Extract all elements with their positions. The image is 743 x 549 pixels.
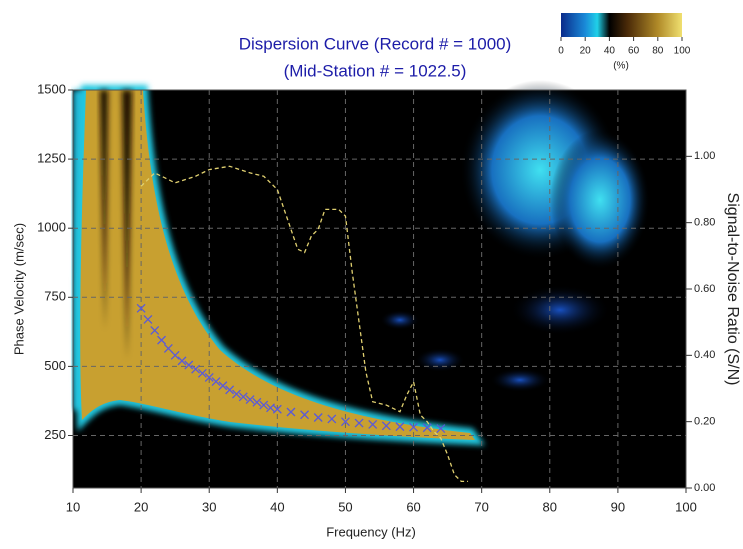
y2-tick-label: 1.00 <box>694 150 715 162</box>
colorbar-tick-label: 0 <box>558 46 564 57</box>
dispersion-point <box>252 397 262 407</box>
dispersion-point <box>286 407 296 417</box>
dispersion-point <box>197 368 207 378</box>
colorbar <box>561 13 682 37</box>
dispersion-point <box>300 410 310 420</box>
x-tick-label: 90 <box>611 499 625 514</box>
dispersion-point <box>436 424 446 434</box>
x-tick-label: 70 <box>474 499 488 514</box>
dispersion-point <box>238 392 248 402</box>
dispersion-point <box>150 325 160 335</box>
dispersion-point <box>409 422 419 432</box>
y2-axis-title: Signal-to-Noise Ratio (S/N) <box>724 193 741 386</box>
x-tick-label: 50 <box>338 499 352 514</box>
dispersion-point <box>136 303 146 313</box>
colorbar-tick-label: 20 <box>580 46 592 57</box>
y2-tick-label: 0.60 <box>694 283 715 295</box>
y-tick-label: 1500 <box>37 81 66 96</box>
dispersion-point <box>225 385 235 395</box>
dispersion-point <box>266 403 275 413</box>
dispersion-point <box>395 422 405 432</box>
dispersion-point <box>232 389 241 399</box>
dispersion-point <box>422 423 432 433</box>
y-tick-label: 500 <box>44 358 66 373</box>
dispersion-point <box>204 372 214 382</box>
x-tick-label: 60 <box>406 499 420 514</box>
dispersion-point <box>177 356 187 366</box>
dispersion-point <box>368 419 378 429</box>
dispersion-point <box>381 421 391 431</box>
colorbar-tick-label: 80 <box>652 46 664 57</box>
colorbar-label: (%) <box>613 61 629 72</box>
x-tick-label: 30 <box>202 499 216 514</box>
x-tick-label: 20 <box>134 499 148 514</box>
x-tick-label: 40 <box>270 499 284 514</box>
y-tick-label: 250 <box>44 427 66 442</box>
dispersion-point <box>340 417 350 427</box>
chart-title: Dispersion Curve (Record # = 1000) <box>239 34 512 53</box>
y2-tick-label: 0.40 <box>694 349 715 361</box>
dispersion-point <box>245 395 255 405</box>
x-tick-label: 10 <box>66 499 80 514</box>
dispersion-point <box>157 335 167 345</box>
dispersion-point <box>191 364 201 374</box>
dispersion-point <box>143 314 153 324</box>
dispersion-point <box>170 350 180 360</box>
x-tick-label: 80 <box>543 499 557 514</box>
heatmap <box>73 80 686 488</box>
y-tick-label: 750 <box>44 289 66 304</box>
dispersion-point <box>272 404 282 414</box>
chart-subtitle: (Mid-Station # = 1022.5) <box>284 61 467 80</box>
colorbar-tick-label: 60 <box>628 46 640 57</box>
dispersion-point <box>313 413 323 422</box>
dispersion-point <box>184 360 194 370</box>
dispersion-point <box>259 400 269 410</box>
dispersion-point <box>218 381 228 391</box>
colorbar-tick-label: 40 <box>604 46 616 57</box>
dispersion-point <box>327 414 337 424</box>
y2-tick-label: 0.80 <box>694 217 715 229</box>
x-tick-label: 100 <box>675 499 697 514</box>
colorbar-tick-label: 100 <box>674 46 691 57</box>
snr-line <box>140 165 469 483</box>
dispersion-point <box>211 377 221 387</box>
y-tick-label: 1250 <box>37 151 66 166</box>
dispersion-point <box>354 418 364 428</box>
y2-tick-label: 0.20 <box>694 416 715 428</box>
y2-tick-label: 0.00 <box>694 482 715 494</box>
x-axis-title: Frequency (Hz) <box>326 524 416 539</box>
y-axis-title: Phase Velocity (m/sec) <box>11 223 26 355</box>
dispersion-point <box>163 343 173 353</box>
y-tick-label: 1000 <box>37 220 66 235</box>
